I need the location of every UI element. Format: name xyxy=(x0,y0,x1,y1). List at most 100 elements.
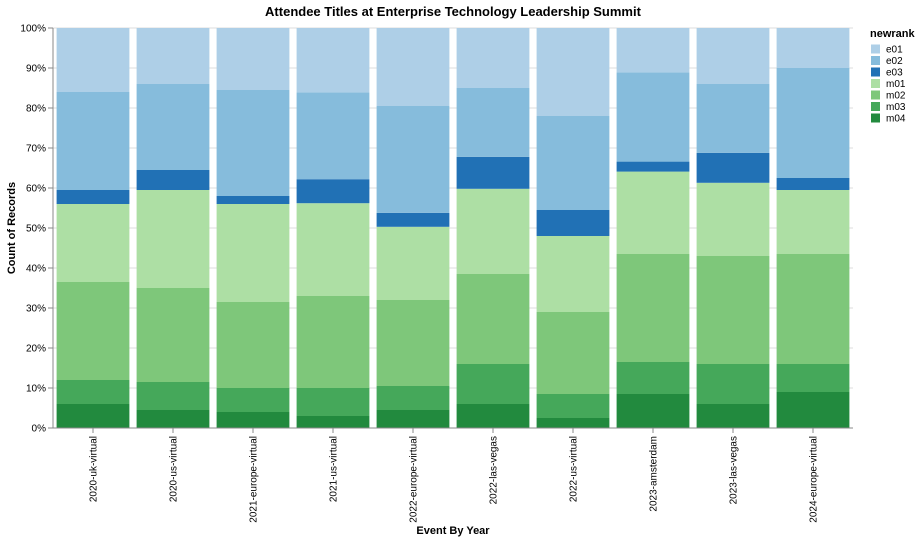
legend-label-e01: e01 xyxy=(886,45,903,56)
y-axis-title: Count of Records xyxy=(6,182,18,274)
bar-segment-e02 xyxy=(456,88,530,157)
legend-swatch-m02 xyxy=(871,90,880,100)
x-axis-title: Event By Year xyxy=(416,525,490,537)
bar-segment-m03 xyxy=(696,364,770,404)
bar-segment-e03 xyxy=(776,178,850,190)
y-tick-label: 70% xyxy=(26,144,46,155)
x-tick-label: 2022-europe-virtual xyxy=(409,436,420,523)
bar-segment-e03 xyxy=(56,190,130,204)
bar-segment-e03 xyxy=(616,161,690,172)
bar-segment-e01 xyxy=(456,28,530,88)
bar-segment-m02 xyxy=(536,312,610,394)
y-tick-label: 60% xyxy=(26,184,46,195)
y-tick-label: 20% xyxy=(26,344,46,355)
legend-swatch-e03 xyxy=(871,67,880,77)
bar-segment-e03 xyxy=(376,212,450,227)
bar-segment-e03 xyxy=(216,196,290,204)
x-tick-label: 2024-europe-virtual xyxy=(809,436,820,523)
bar-segment-m03 xyxy=(56,380,130,404)
bar-segment-m04 xyxy=(696,404,770,428)
legend-label-m01: m01 xyxy=(886,79,906,90)
bar-segment-m01 xyxy=(536,236,610,312)
bar-segment-e01 xyxy=(616,28,690,73)
bar-segment-e01 xyxy=(376,28,450,106)
bar-segment-e03 xyxy=(456,156,530,189)
bar-segment-m01 xyxy=(456,188,530,274)
bar-segment-e03 xyxy=(136,170,210,190)
bar-segment-e01 xyxy=(136,28,210,84)
y-tick-label: 50% xyxy=(26,224,46,235)
bar-segment-e03 xyxy=(296,179,370,204)
legend-label-m03: m03 xyxy=(886,102,906,113)
bar-segment-m04 xyxy=(136,410,210,428)
bar-segment-m01 xyxy=(136,190,210,288)
bar-segment-e02 xyxy=(776,68,850,178)
bar-segment-e02 xyxy=(696,84,770,153)
bar-segment-m02 xyxy=(616,254,690,362)
bar-segment-m02 xyxy=(776,254,850,364)
bar-segment-m03 xyxy=(536,394,610,418)
x-tick-label: 2021-us-virtual xyxy=(329,436,340,502)
x-tick-label: 2020-us-virtual xyxy=(169,436,180,502)
bar-segment-m02 xyxy=(456,274,530,364)
bar-segment-m02 xyxy=(56,282,130,380)
chart-title: Attendee Titles at Enterprise Technology… xyxy=(265,4,642,19)
x-tick-label: 2021-europe-virtual xyxy=(249,436,260,523)
y-tick-label: 40% xyxy=(26,264,46,275)
y-tick-label: 100% xyxy=(20,24,46,35)
y-tick-label: 90% xyxy=(26,64,46,75)
bar-segment-m02 xyxy=(696,256,770,364)
y-tick-label: 10% xyxy=(26,384,46,395)
bar-segment-m01 xyxy=(616,171,690,254)
bar-segment-e01 xyxy=(776,28,850,68)
x-tick-label: 2020-uk-virtual xyxy=(89,436,100,502)
x-ticks: 2020-uk-virtual 2020-us-virtual 2021-europ… xyxy=(89,428,820,523)
bar-segment-m04 xyxy=(456,404,530,428)
bar-segment-m03 xyxy=(616,362,690,394)
legend-swatch-m01 xyxy=(871,79,880,88)
legend-swatch-m03 xyxy=(871,102,880,111)
y-ticks: 0% 10% 20% 30% 40% 50% 60% 70% 80% 90% 100% xyxy=(20,24,53,435)
bar-segment-m04 xyxy=(536,418,610,428)
y-tick-label: 30% xyxy=(26,304,46,315)
bar-segment-m01 xyxy=(296,203,370,296)
bar-segment-e03 xyxy=(536,210,610,236)
bar-segment-m02 xyxy=(136,288,210,382)
bar-segment-e03 xyxy=(696,152,770,183)
bar-segment-e02 xyxy=(616,72,690,162)
x-tick-label: 2023-amsterdam xyxy=(649,436,660,512)
bar-segment-m01 xyxy=(216,204,290,302)
bar-segment-m02 xyxy=(216,302,290,388)
bar-segment-m01 xyxy=(56,204,130,282)
legend-swatch-m04 xyxy=(871,113,880,123)
bar-segment-e02 xyxy=(376,106,450,213)
bar-segment-m01 xyxy=(776,190,850,254)
bar-segment-m03 xyxy=(376,386,450,410)
bar-segment-e02 xyxy=(296,92,370,180)
bar-segment-e02 xyxy=(536,116,610,210)
bar-segment-m03 xyxy=(136,382,210,410)
legend-label-e02: e02 xyxy=(886,56,903,67)
bar-segment-m02 xyxy=(296,296,370,388)
x-tick-label: 2022-las-vegas xyxy=(489,436,500,504)
bar-segment-e01 xyxy=(56,28,130,92)
y-tick-label: 80% xyxy=(26,104,46,115)
bar-segment-e02 xyxy=(56,92,130,190)
y-tick-label: 0% xyxy=(32,424,47,435)
legend-title: newrank xyxy=(870,28,916,40)
legend-swatch-e01 xyxy=(871,44,880,54)
bar-segment-m04 xyxy=(376,410,450,428)
bar-segment-m04 xyxy=(776,392,850,428)
legend-swatch-e02 xyxy=(871,56,880,65)
bar-segment-m02 xyxy=(376,300,450,386)
bar-segment-m04 xyxy=(296,416,370,428)
bar-segment-m01 xyxy=(376,226,450,300)
bar-segment-e01 xyxy=(216,28,290,90)
bar-segment-e01 xyxy=(536,28,610,116)
legend-label-m04: m04 xyxy=(886,114,906,125)
bar-segment-m03 xyxy=(776,364,850,392)
bar-segment-e02 xyxy=(136,84,210,170)
bar-segment-m01 xyxy=(696,182,770,256)
x-tick-label: 2023-las-vegas xyxy=(729,436,740,504)
